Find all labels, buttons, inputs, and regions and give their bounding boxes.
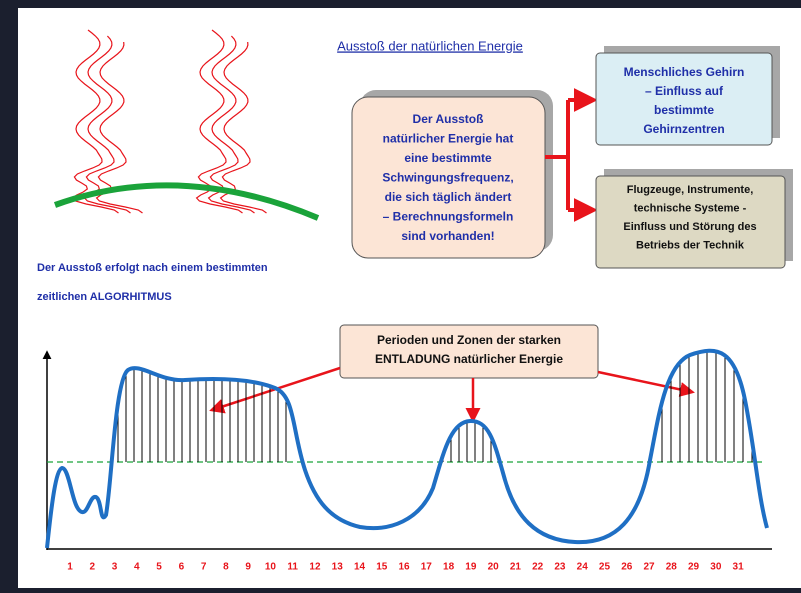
day-label: 8 [223,562,229,573]
day-label: 18 [443,562,455,573]
box-text: Perioden und Zonen der starken [377,333,561,347]
day-label: 7 [201,562,207,573]
day-label: 13 [332,562,344,573]
day-label: 29 [688,562,700,573]
wave [95,41,143,214]
day-label: 21 [510,562,522,573]
box-text: Schwingungsfrequenz, [382,171,513,185]
arrow [597,370,695,397]
bracket [545,98,590,212]
day-label: 2 [89,562,95,573]
day-label: 24 [577,562,589,573]
wave [195,29,243,214]
box-brain [595,52,773,146]
center-box [351,96,546,259]
day-label: 16 [398,562,410,573]
day-label: 28 [666,562,678,573]
wave-illustration [71,29,267,214]
box-text: – Einfluss auf [645,84,724,98]
note-line: Der Ausstoß erfolgt nach einem bestimmte… [37,262,268,274]
wave [71,29,119,214]
box-text: ENTLADUNG natürlicher Energie [375,352,563,366]
day-label: 19 [465,562,477,573]
day-label: 31 [733,562,745,573]
day-label: 17 [421,562,433,573]
energy-curve [45,348,769,549]
box-text: sind vorhanden! [401,229,494,243]
day-label: 11 [287,562,298,573]
day-label: 22 [532,562,544,573]
green-arc [53,182,320,221]
day-label: 1 [67,562,73,573]
day-label: 14 [354,562,366,573]
box-text: Flugzeuge, Instrumente, [627,184,754,196]
box-text: eine bestimmte [404,151,492,165]
box-text: technische Systeme - [634,202,747,214]
day-labels: 1 2 3 4 5 6 7 8 9 10 11 12 13 14 15 16 17 18 19 20 21 22 23 24 2… [67,562,744,573]
box-text: natürlicher Energie hat [383,132,514,146]
box-text: – Berechnungsformeln [383,210,514,224]
day-label: 25 [599,562,611,573]
day-label: 27 [643,562,655,573]
box-text: Betriebs der Technik [636,239,745,251]
day-label: 15 [376,562,388,573]
box-text: Gehirnzentren [643,122,724,136]
day-label: 4 [134,562,140,573]
day-label: 6 [179,562,185,573]
box-text: bestimmte [654,103,714,117]
wave [219,41,267,214]
wave [207,35,255,214]
day-label: 23 [554,562,566,573]
box-text: Der Ausstoß [413,112,484,126]
box-text: die sich täglich ändert [385,190,512,204]
day-label: 9 [245,562,251,573]
day-label: 26 [621,562,633,573]
box-text: Menschliches Gehirn [624,65,745,79]
box-tech [595,175,786,269]
day-label: 12 [309,562,321,573]
hatching [117,350,753,462]
title: Ausstoß der natürlichen Energie [337,38,523,53]
wave [83,35,131,214]
box-text: Einfluss und Störung des [623,221,756,233]
day-label: 5 [156,562,162,573]
day-label: 30 [710,562,722,573]
day-label: 10 [265,562,277,573]
day-label: 20 [488,562,500,573]
note-line: zeitlichen ALGORHITMUS [37,291,172,303]
day-label: 3 [112,562,118,573]
callout-box [339,324,599,379]
